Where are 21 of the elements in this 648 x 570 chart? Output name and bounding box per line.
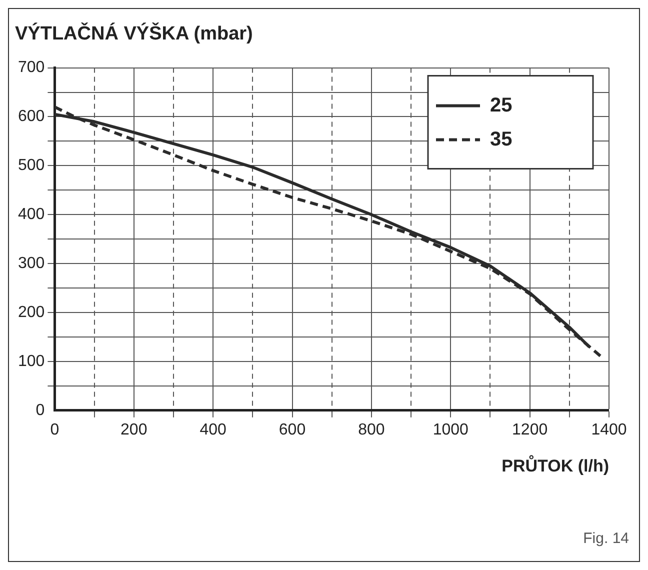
- y-tick-label: 300: [18, 254, 45, 272]
- legend-label: 35: [490, 128, 512, 150]
- x-tick-label: 1400: [591, 421, 627, 438]
- x-tick-label: 200: [120, 421, 148, 438]
- x-tick-label: 800: [358, 421, 385, 438]
- y-tick-label: 700: [18, 59, 45, 76]
- x-tick-label: 1000: [432, 421, 469, 438]
- x-tick-label: 1200: [512, 421, 548, 438]
- x-axis-title: PRŮTOK (l/h): [502, 454, 609, 476]
- x-tick-label: 0: [50, 421, 60, 438]
- x-tick-label: 400: [200, 421, 227, 438]
- y-tick-label: 0: [36, 402, 45, 419]
- x-tick-label: 600: [278, 421, 306, 438]
- y-tick-label: 600: [18, 108, 45, 126]
- chart-title: VÝTLAČNÁ VÝŠKA (mbar): [15, 22, 253, 45]
- y-tick-label: 100: [18, 352, 45, 370]
- caption: Fig. 14: [583, 530, 629, 547]
- y-tick-label: 400: [18, 206, 45, 224]
- y-tick-label: 500: [18, 157, 45, 174]
- y-tick-label: 200: [18, 304, 45, 321]
- legend-label: 25: [490, 94, 512, 116]
